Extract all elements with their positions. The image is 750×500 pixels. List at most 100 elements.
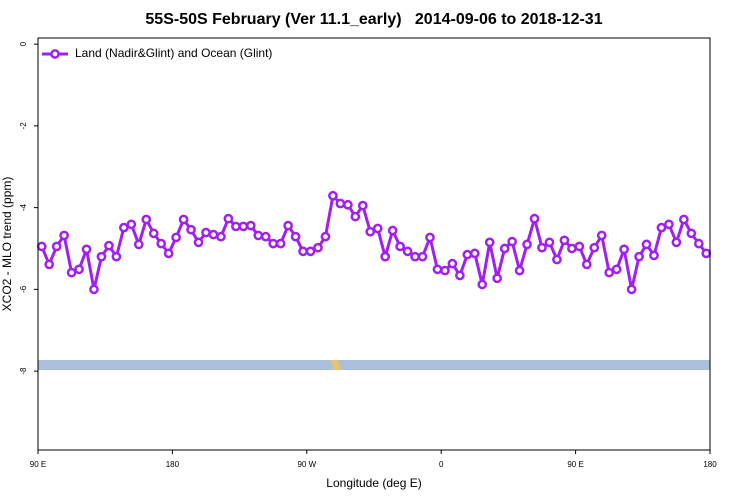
- point: [89, 284, 99, 295]
- point: [81, 244, 92, 255]
- point: [664, 219, 674, 230]
- point: [357, 200, 368, 211]
- point: [133, 239, 144, 250]
- point: [335, 198, 346, 209]
- point: [268, 238, 279, 249]
- y-tick-label: -8: [19, 367, 28, 375]
- point: [104, 240, 114, 251]
- point: [686, 228, 697, 239]
- point: [626, 284, 637, 295]
- point: [402, 246, 413, 257]
- chart-title: 55S-50S February (Ver 11.1_early) 2014-0…: [145, 11, 602, 28]
- x-tick-label: 0: [439, 460, 444, 469]
- point: [178, 214, 189, 225]
- point: [59, 230, 69, 241]
- plot-frame: [37, 37, 711, 451]
- point: [313, 242, 323, 253]
- point: [253, 230, 264, 241]
- point: [193, 237, 204, 248]
- point: [537, 242, 547, 253]
- point: [66, 267, 77, 278]
- point: [455, 270, 465, 281]
- point: [119, 222, 129, 233]
- land-patch: [330, 360, 342, 370]
- point: [671, 237, 682, 248]
- x-tick-label: 180: [703, 460, 717, 469]
- point: [552, 254, 562, 265]
- point: [208, 229, 219, 240]
- point: [619, 244, 629, 255]
- point: [477, 279, 488, 290]
- point: [290, 231, 301, 242]
- strip: [38, 360, 710, 370]
- point: [201, 227, 211, 238]
- point: [298, 246, 308, 257]
- y-tick-label: -2: [19, 122, 28, 130]
- point: [111, 251, 122, 262]
- plot-layer: 90 E 180 90 W 0 90 E 180 0 -2 -4 -6 -8 Land (Nadir&…: [19, 41, 717, 469]
- point: [701, 248, 712, 259]
- point: [432, 264, 443, 275]
- point: [544, 237, 555, 248]
- point: [581, 259, 592, 270]
- point: [447, 258, 458, 269]
- point: [529, 213, 540, 224]
- point: [365, 226, 376, 237]
- point: [559, 235, 570, 246]
- legend-label: Land (Nadir&Glint) and Ocean (Glint): [75, 46, 272, 60]
- point: [596, 230, 607, 241]
- point: [343, 199, 353, 210]
- point: [260, 231, 271, 242]
- point: [387, 225, 398, 236]
- point: [507, 236, 517, 247]
- point: [649, 250, 659, 261]
- point: [574, 241, 585, 252]
- point: [96, 251, 107, 262]
- land-ocean-strip: [38, 360, 710, 370]
- point: [693, 238, 704, 249]
- point: [380, 251, 391, 262]
- point: [440, 265, 450, 276]
- point: [679, 214, 689, 225]
- point: [417, 251, 428, 262]
- point: [372, 223, 383, 234]
- y-tick-label: -6: [19, 285, 28, 293]
- point: [589, 242, 600, 253]
- point: [611, 264, 622, 275]
- point: [51, 241, 62, 252]
- x-tick-label: 90 W: [297, 460, 316, 469]
- point: [462, 249, 473, 260]
- point: [36, 241, 47, 252]
- point: [350, 211, 361, 222]
- point: [126, 219, 137, 230]
- y-tick-label: 0: [19, 41, 28, 46]
- point: [514, 265, 525, 276]
- point: [216, 231, 226, 242]
- legend-marker: [50, 49, 60, 59]
- point: [231, 221, 241, 232]
- point: [469, 248, 480, 259]
- point: [395, 241, 405, 252]
- y-axis-label: XCO2 - MLO trend (ppm): [0, 177, 14, 312]
- point: [567, 243, 577, 254]
- point: [148, 228, 159, 239]
- point: [223, 213, 234, 224]
- point: [74, 264, 84, 275]
- point: [641, 239, 652, 250]
- point: [238, 221, 249, 232]
- point: [499, 243, 510, 254]
- point: [634, 251, 644, 262]
- point: [328, 190, 338, 201]
- point: [425, 232, 435, 243]
- point: [171, 232, 181, 243]
- point: [163, 248, 174, 259]
- point: [410, 251, 420, 262]
- point: [275, 238, 286, 249]
- point: [604, 267, 615, 278]
- x-tick-label: 90 E: [567, 460, 583, 469]
- point: [492, 273, 503, 284]
- point: [245, 220, 256, 231]
- point: [186, 224, 196, 235]
- point: [283, 220, 293, 231]
